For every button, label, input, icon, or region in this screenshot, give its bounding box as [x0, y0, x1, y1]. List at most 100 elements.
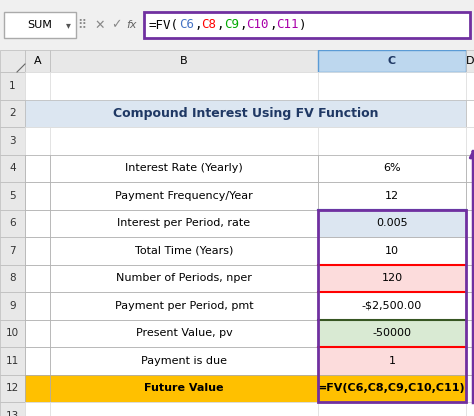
Text: Present Value, pv: Present Value, pv [136, 328, 232, 338]
Text: C11: C11 [276, 18, 299, 32]
Bar [0, 319, 25, 347]
Text: Interest per Period, rate: Interest per Period, rate [118, 218, 251, 228]
Bar [50, 347, 318, 374]
Text: 2: 2 [9, 108, 16, 118]
Bar [318, 72, 466, 99]
Bar [25, 402, 50, 416]
Bar [0, 72, 25, 99]
Text: Compound Interest Using FV Function: Compound Interest Using FV Function [113, 107, 378, 120]
Text: ,: , [239, 18, 246, 32]
Text: ✕: ✕ [95, 18, 105, 32]
Text: 3: 3 [9, 136, 16, 146]
Text: =FV(: =FV( [149, 18, 179, 32]
Text: ,: , [217, 18, 224, 32]
Bar [466, 347, 474, 374]
Bar [50, 154, 318, 182]
Text: 1: 1 [389, 356, 395, 366]
Bar [50, 72, 318, 99]
Text: 7: 7 [9, 246, 16, 256]
Bar [50, 402, 318, 416]
Bar [25, 374, 50, 402]
Text: 0.005: 0.005 [376, 218, 408, 228]
Bar [50, 265, 318, 292]
Text: C8: C8 [201, 18, 217, 32]
Bar [318, 292, 466, 319]
Bar [50, 292, 318, 319]
Bar [318, 182, 466, 210]
Text: 11: 11 [6, 356, 19, 366]
Bar [25, 347, 50, 374]
Text: 6: 6 [9, 218, 16, 228]
Bar [318, 237, 466, 265]
Text: 4: 4 [9, 163, 16, 173]
Bar [466, 237, 474, 265]
Text: ,: , [194, 18, 201, 32]
Bar [0, 347, 25, 374]
Text: 10: 10 [6, 328, 19, 338]
Bar [0, 127, 25, 154]
Bar [318, 210, 466, 402]
Bar [0, 237, 25, 265]
Text: A: A [34, 56, 41, 66]
Bar [0, 292, 25, 319]
Text: 5: 5 [9, 191, 16, 201]
Text: 1: 1 [9, 81, 16, 91]
Text: -50000: -50000 [373, 328, 411, 338]
Bar [466, 154, 474, 182]
Bar [25, 127, 50, 154]
Bar [50, 50, 318, 72]
Text: ,: , [269, 18, 276, 32]
Bar [25, 210, 50, 237]
Bar [25, 319, 50, 347]
Text: C6: C6 [179, 18, 194, 32]
Bar [0, 210, 25, 237]
Text: 10: 10 [385, 246, 399, 256]
Text: 12: 12 [6, 383, 19, 393]
Text: Number of Periods, nper: Number of Periods, nper [116, 273, 252, 283]
Bar [50, 210, 318, 237]
Bar [0, 182, 25, 210]
Text: C9: C9 [224, 18, 239, 32]
Text: 13: 13 [6, 411, 19, 416]
Bar [0, 99, 25, 127]
Text: B: B [180, 56, 188, 66]
Bar [25, 182, 50, 210]
Text: fx: fx [127, 20, 137, 30]
Text: C10: C10 [246, 18, 269, 32]
Text: D: D [466, 56, 474, 66]
Bar [466, 127, 474, 154]
Bar [0, 265, 25, 292]
Bar [25, 72, 50, 99]
Text: ✓: ✓ [111, 18, 121, 32]
Bar [0, 402, 25, 416]
Bar [466, 402, 474, 416]
Bar [318, 265, 466, 292]
Text: Interest Rate (Yearly): Interest Rate (Yearly) [125, 163, 243, 173]
Bar [25, 292, 50, 319]
Text: 12: 12 [385, 191, 399, 201]
Bar [318, 319, 466, 347]
Bar [50, 319, 318, 347]
Bar [50, 374, 318, 402]
Text: ): ) [299, 18, 307, 32]
Bar [25, 265, 50, 292]
Bar [50, 127, 318, 154]
Text: Total Time (Years): Total Time (Years) [135, 246, 233, 256]
Bar [144, 12, 470, 38]
Text: Payment per Period, pmt: Payment per Period, pmt [115, 301, 253, 311]
Bar [318, 127, 466, 154]
Bar [466, 374, 474, 402]
Bar [50, 237, 318, 265]
Bar [466, 50, 474, 72]
Text: ⠿: ⠿ [77, 18, 87, 32]
Bar [0, 374, 25, 402]
Bar [466, 265, 474, 292]
Text: Payment Frequency/Year: Payment Frequency/Year [115, 191, 253, 201]
Bar [466, 210, 474, 237]
Bar [25, 154, 50, 182]
Bar [25, 237, 50, 265]
Text: Payment is due: Payment is due [141, 356, 227, 366]
Text: 8: 8 [9, 273, 16, 283]
Bar [318, 154, 466, 182]
Bar [466, 182, 474, 210]
